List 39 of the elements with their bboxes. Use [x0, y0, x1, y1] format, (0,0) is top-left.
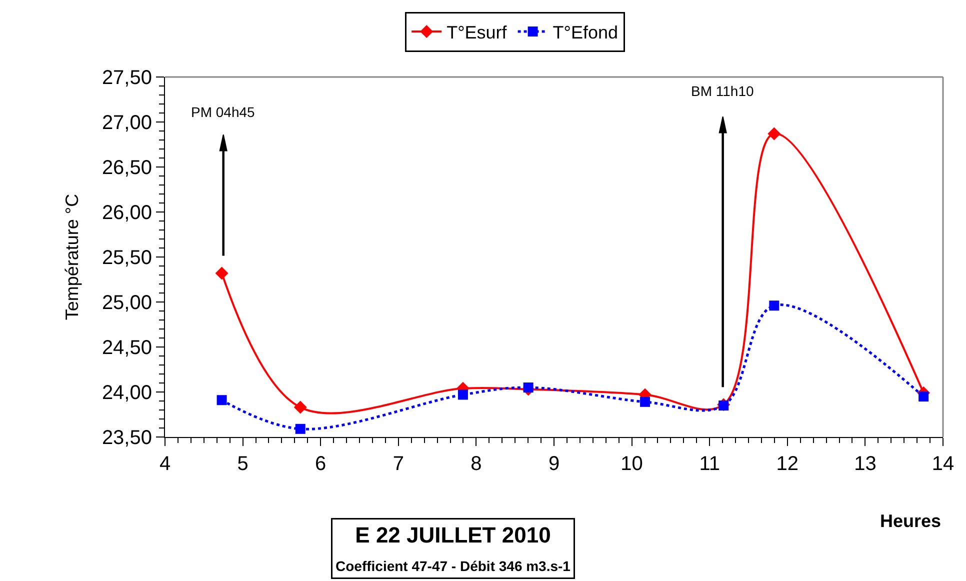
x-axis-title: Heures	[880, 511, 942, 531]
x-tick-label: 7	[392, 453, 404, 475]
y-tick-label: 24,50	[102, 337, 152, 359]
point	[718, 400, 729, 410]
point	[295, 424, 306, 434]
x-tick-label: 8	[470, 453, 482, 475]
y-tick-label: 26,00	[102, 202, 152, 224]
point	[216, 395, 227, 406]
point	[769, 300, 780, 311]
point	[458, 390, 468, 400]
x-tick-label: 4	[159, 453, 171, 475]
point	[640, 396, 650, 407]
legend-label: T°Esurf	[446, 22, 508, 43]
point	[768, 127, 781, 140]
y-tick-label: 25,50	[102, 247, 152, 269]
y-tick-label: 27,50	[102, 67, 152, 89]
x-tick-label: 5	[237, 453, 248, 475]
x-tick-label: 6	[315, 453, 326, 475]
point	[523, 382, 534, 392]
point	[918, 392, 929, 402]
ref-line-label: BM 11h10	[691, 83, 754, 99]
y-tick-label: 25,00	[102, 292, 152, 314]
x-tick-label: 14	[932, 453, 954, 475]
x-tick-label: 12	[776, 453, 799, 475]
text: E 22 JUILLET 2010	[355, 522, 551, 548]
ref-line-label: PM 04h45	[191, 104, 256, 120]
y-tick-label: 23,50	[102, 427, 152, 449]
x-tick-label: 9	[548, 453, 560, 475]
x-tick-label: 10	[620, 453, 643, 475]
y-axis-title: Température °C	[62, 194, 82, 320]
point	[215, 266, 228, 280]
y-tick-label: 27,00	[102, 112, 152, 134]
y-tick-label: 24,00	[102, 382, 152, 404]
legend-label: T°Efond	[552, 22, 618, 43]
point	[294, 400, 307, 414]
y-tick-label: 26,50	[102, 157, 152, 179]
x-tick-label: 13	[854, 453, 876, 475]
text: Coefficient 47-47 - Débit 346 m3.s-1	[336, 558, 571, 574]
x-tick-label: 11	[699, 453, 720, 475]
